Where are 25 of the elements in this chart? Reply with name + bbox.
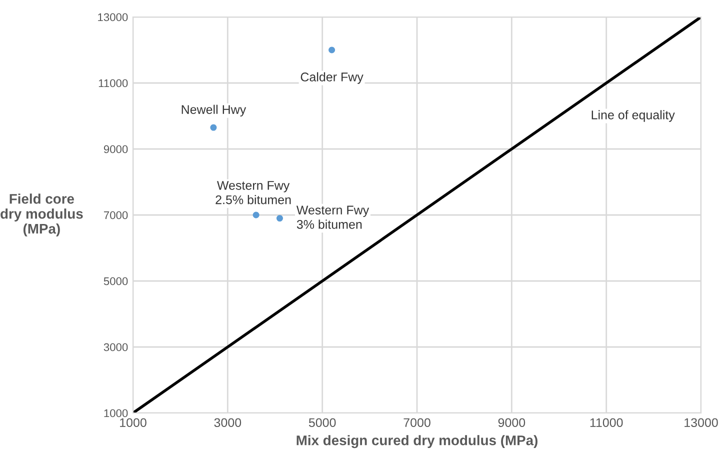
x-tick-label: 1000	[120, 418, 146, 428]
annotation: Western Fwy 2.5% bitumen	[216, 181, 291, 204]
annotation: Newell Hwy	[182, 104, 246, 116]
y-tick-label: 9000	[104, 145, 128, 154]
x-tick-label: 5000	[308, 418, 336, 428]
x-tick-label: 9000	[498, 418, 526, 428]
annotation: Western Fwy 3% bitumen	[296, 206, 370, 229]
annotation: Calder Fwy	[300, 72, 364, 84]
point	[328, 46, 336, 54]
y-tick-label: 1000	[104, 409, 128, 418]
y-tick-label: 5000	[104, 277, 128, 286]
annotation: Line of equality	[592, 110, 675, 122]
x-tick-label: 11000	[590, 418, 623, 428]
y-tick-label: 7000	[104, 211, 128, 220]
point	[252, 212, 260, 218]
x-tick-label: 7000	[404, 418, 430, 428]
x-axis-title: Mix design cured dry modulus (MPa)	[296, 435, 538, 448]
x-tick-label: 3000	[214, 418, 242, 428]
point	[210, 124, 217, 131]
x-tick-label: 13000	[684, 418, 718, 428]
point	[276, 215, 283, 222]
y-tick-label: 3000	[104, 343, 128, 352]
y-tick-label: 11000	[98, 79, 128, 88]
y-tick-label: 13000	[98, 13, 128, 22]
y-axis-title: Field core dry modulus (MPa)	[0, 194, 83, 236]
